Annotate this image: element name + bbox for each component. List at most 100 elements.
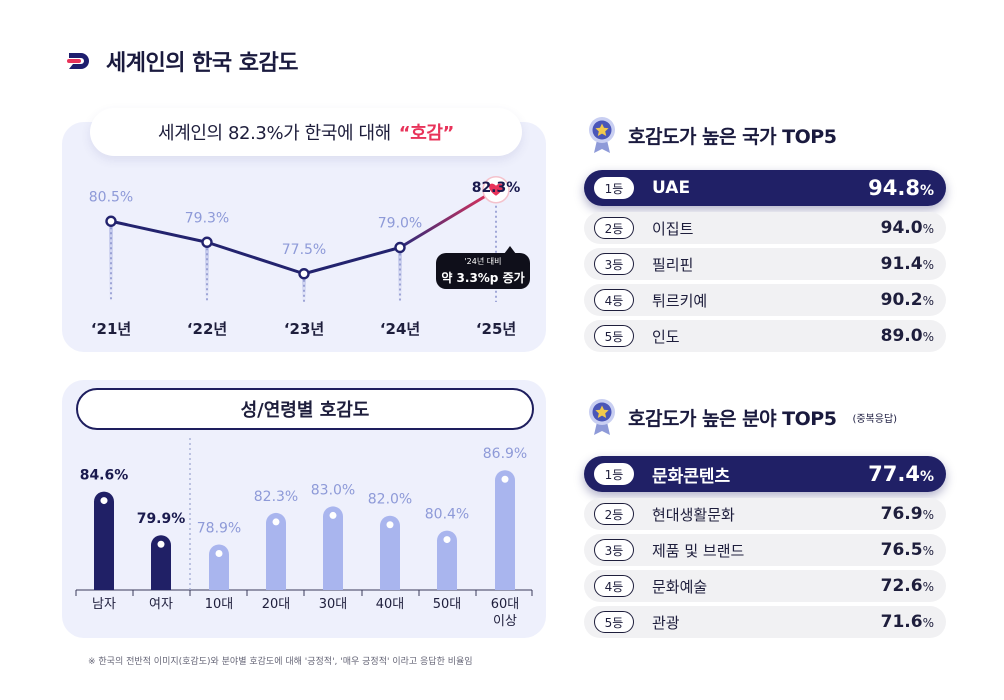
x-tick-label: 10대	[205, 597, 234, 612]
rank-value: 76.5%	[881, 540, 934, 560]
rank-value-number: 72.6	[880, 576, 923, 596]
rank-name: 제품 및 브랜드	[652, 541, 745, 560]
bar-marker	[157, 540, 165, 548]
rank-value: 71.6%	[881, 612, 934, 632]
bar-base	[437, 580, 457, 590]
rank-value-unit: %	[922, 616, 934, 630]
callout-text: 약 3.3%p 증가	[441, 271, 525, 285]
bar-marker	[386, 521, 394, 529]
x-tick-label: ‘23년	[284, 320, 324, 338]
rank-value-number: 76.9	[880, 504, 923, 524]
rank-value: 94.0%	[881, 218, 934, 238]
rank-name: 튀르키예	[652, 291, 708, 310]
rank-row: 3등 제품 및 브랜드 76.5%	[584, 534, 946, 566]
data-label: 79.0%	[378, 216, 422, 232]
rank-badge: 4등	[594, 575, 634, 597]
rank-value: 77.4%	[868, 462, 934, 486]
rank-name: 문화예술	[652, 577, 708, 596]
bar-base	[151, 580, 171, 590]
bar	[151, 535, 171, 590]
rank-value: 94.8%	[868, 176, 934, 200]
fields-title: 호감도가 높은 분야 TOP5	[628, 407, 837, 430]
series-line	[205, 240, 306, 276]
rank-badge: 1등	[594, 177, 634, 199]
data-label: 77.5%	[282, 242, 326, 258]
rank-value-unit: %	[922, 580, 934, 594]
data-label: 80.4%	[425, 507, 469, 523]
x-tick-label: 이상	[493, 614, 517, 629]
x-tick-label: ‘24년	[380, 320, 420, 338]
bar-base	[266, 580, 286, 590]
x-tick-label: ‘22년	[187, 320, 227, 338]
x-tick-label: 60대	[491, 597, 520, 612]
rank-value-number: 91.4	[880, 254, 923, 274]
data-label: 78.9%	[197, 521, 241, 537]
drop-shade	[109, 221, 113, 302]
rank-name: 관광	[652, 613, 680, 632]
callout-subtext: '24년 대비	[464, 257, 502, 266]
fields-list: 1등 문화콘텐츠 77.4% 2등 현대생활문화 76.9% 3등 제품 및 브랜드 76.5%…	[584, 456, 946, 642]
bar	[323, 506, 343, 590]
bar	[266, 512, 286, 590]
rank-badge: 2등	[594, 217, 634, 239]
data-label: 83.0%	[311, 482, 355, 498]
rank-value-unit: %	[922, 294, 934, 308]
bar	[495, 470, 515, 590]
data-label: 86.9%	[483, 446, 527, 462]
rank-badge: 4등	[594, 289, 634, 311]
rank-value: 90.2%	[881, 290, 934, 310]
data-label: 79.9%	[137, 511, 186, 527]
medal-icon	[589, 117, 615, 153]
rank-badge: 5등	[594, 611, 634, 633]
bar-marker	[272, 518, 280, 526]
rank-row: 5등 인도 89.0%	[584, 320, 946, 352]
bar-base	[495, 580, 515, 590]
bar	[209, 544, 229, 590]
rank-row: 1등 UAE 94.8%	[584, 170, 946, 206]
bar-base	[380, 580, 400, 590]
data-label: 84.6%	[80, 468, 129, 484]
data-label: 79.3%	[185, 210, 229, 226]
rank-row: 2등 이집트 94.0%	[584, 212, 946, 244]
rank-value-number: 71.6	[880, 612, 923, 632]
rank-row: 5등 관광 71.6%	[584, 606, 946, 638]
countries-title: 호감도가 높은 국가 TOP5	[628, 125, 837, 148]
drop-shade	[302, 273, 306, 302]
rank-badge: 3등	[594, 253, 634, 275]
fields-note: (중복응답)	[852, 413, 898, 425]
bar	[94, 491, 114, 590]
rank-name: UAE	[652, 178, 691, 198]
rank-row: 4등 튀르키예 90.2%	[584, 284, 946, 316]
data-label: 82.3%	[254, 489, 298, 505]
countries-list: 1등 UAE 94.8% 2등 이집트 94.0% 3등 필리핀 91.4% 4등 튀르키예 90.2…	[584, 170, 946, 356]
medal-icon	[589, 399, 615, 435]
rank-name: 현대생활문화	[652, 505, 735, 524]
series-line	[398, 188, 498, 249]
rank-value-unit: %	[922, 544, 934, 558]
rank-value-unit: %	[922, 508, 934, 522]
rank-value-unit: %	[919, 183, 934, 199]
page-title: 세계인의 한국 호감도	[106, 51, 298, 76]
bar-marker	[215, 550, 223, 557]
drop-shade	[205, 242, 209, 302]
data-label: 80.5%	[89, 189, 133, 205]
rank-badge: 3등	[594, 539, 634, 561]
rank-value-unit: %	[919, 469, 934, 485]
rank-value: 72.6%	[881, 576, 934, 596]
rank-value-unit: %	[922, 258, 934, 272]
rank-value-number: 77.4	[868, 462, 920, 486]
rank-value-number: 94.0	[880, 218, 923, 238]
trend-headline-accent: “호감”	[398, 123, 455, 144]
rank-name: 문화콘텐츠	[652, 466, 731, 487]
rank-value-unit: %	[922, 222, 934, 236]
rank-badge: 1등	[594, 463, 634, 485]
bar-marker	[100, 497, 108, 505]
countries-section-header: 호감도가 높은 국가 TOP5	[588, 116, 837, 154]
bar-marker	[443, 536, 451, 544]
rank-row: 4등 문화예술 72.6%	[584, 570, 946, 602]
rank-value: 91.4%	[881, 254, 934, 274]
series-line	[302, 246, 402, 276]
x-tick-label: ‘21년	[91, 320, 131, 338]
